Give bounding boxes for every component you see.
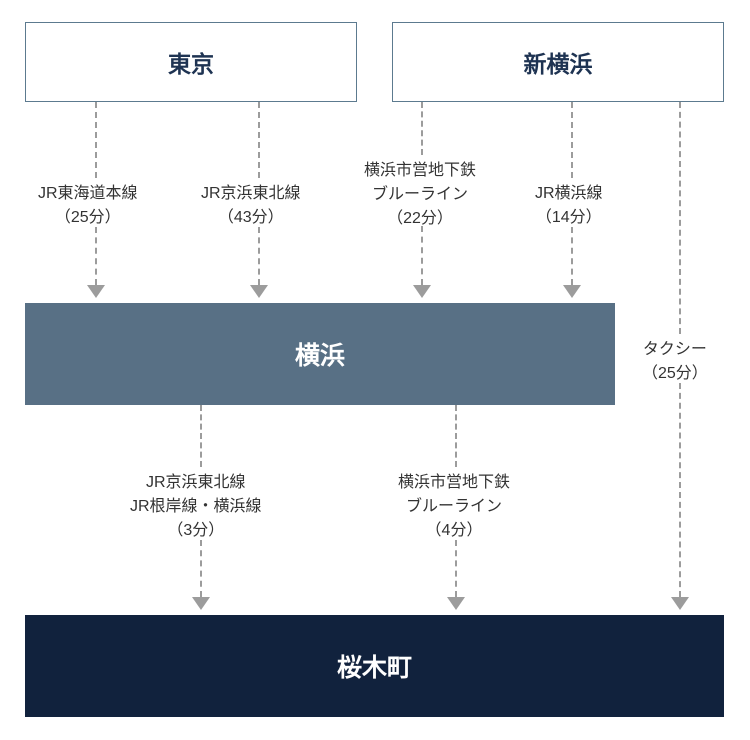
route-line-name: 横浜市営地下鉄	[364, 162, 476, 179]
route-label-blue-line: 横浜市営地下鉄 ブルーライン （22分）	[364, 159, 476, 231]
route-line-name: JR京浜東北線	[146, 474, 246, 491]
route-duration: （25分）	[55, 209, 121, 226]
arrow-down-icon	[671, 597, 689, 610]
route-duration: （3分）	[167, 522, 224, 539]
route-duration: （25分）	[642, 365, 708, 382]
edge-segment	[679, 383, 681, 597]
route-label-keihin-tohoku: JR京浜東北線 （43分）	[201, 182, 301, 230]
route-label-blue-line-2: 横浜市営地下鉄 ブルーライン （4分）	[398, 471, 510, 543]
station-sakuragicho: 桜木町	[25, 615, 724, 717]
station-label: 桜木町	[337, 648, 412, 684]
route-duration: （14分）	[536, 209, 602, 226]
station-label: 東京	[168, 45, 214, 79]
route-line-name: 横浜市営地下鉄	[398, 474, 510, 491]
arrow-down-icon	[87, 285, 105, 298]
arrow-down-icon	[563, 285, 581, 298]
arrow-down-icon	[413, 285, 431, 298]
route-line-name: JR横浜線	[535, 185, 603, 202]
edge-segment	[200, 405, 202, 467]
edge-segment	[421, 102, 423, 155]
route-diagram: 東京 新横浜 横浜 桜木町 JR東海道本線 （25分） JR京浜東北線 （43分…	[0, 0, 750, 740]
route-label-keihin-negishi: JR京浜東北線 JR根岸線・横浜線 （3分）	[130, 471, 262, 543]
edge-segment	[455, 540, 457, 597]
edge-segment	[455, 405, 457, 467]
route-duration: （22分）	[387, 210, 453, 227]
route-line-name: JR根岸線・横浜線	[130, 498, 262, 515]
edge-segment	[571, 227, 573, 285]
route-line-name: ブルーライン	[406, 498, 502, 515]
arrow-down-icon	[447, 597, 465, 610]
edge-segment	[95, 227, 97, 285]
station-shin-yokohama: 新横浜	[392, 22, 724, 102]
edge-segment	[421, 226, 423, 285]
route-line-name: JR京浜東北線	[201, 185, 301, 202]
station-yokohama: 横浜	[25, 303, 615, 405]
edge-segment	[258, 102, 260, 178]
edge-segment	[200, 540, 202, 597]
edge-segment	[95, 102, 97, 178]
station-label: 横浜	[295, 336, 345, 372]
edge-segment	[258, 227, 260, 285]
route-line-name: ブルーライン	[372, 186, 468, 203]
route-duration: （43分）	[218, 209, 284, 226]
route-label-yokohama-line: JR横浜線 （14分）	[535, 182, 603, 230]
arrow-down-icon	[250, 285, 268, 298]
station-label: 新横浜	[524, 45, 593, 79]
station-tokyo: 東京	[25, 22, 357, 102]
arrow-down-icon	[192, 597, 210, 610]
edge-segment	[679, 102, 681, 334]
route-label-taxi: タクシー （25分）	[642, 338, 708, 386]
route-label-tokaido: JR東海道本線 （25分）	[38, 182, 138, 230]
edge-segment	[571, 102, 573, 178]
route-duration: （4分）	[426, 522, 483, 539]
route-line-name: JR東海道本線	[38, 185, 138, 202]
route-line-name: タクシー	[643, 341, 707, 358]
